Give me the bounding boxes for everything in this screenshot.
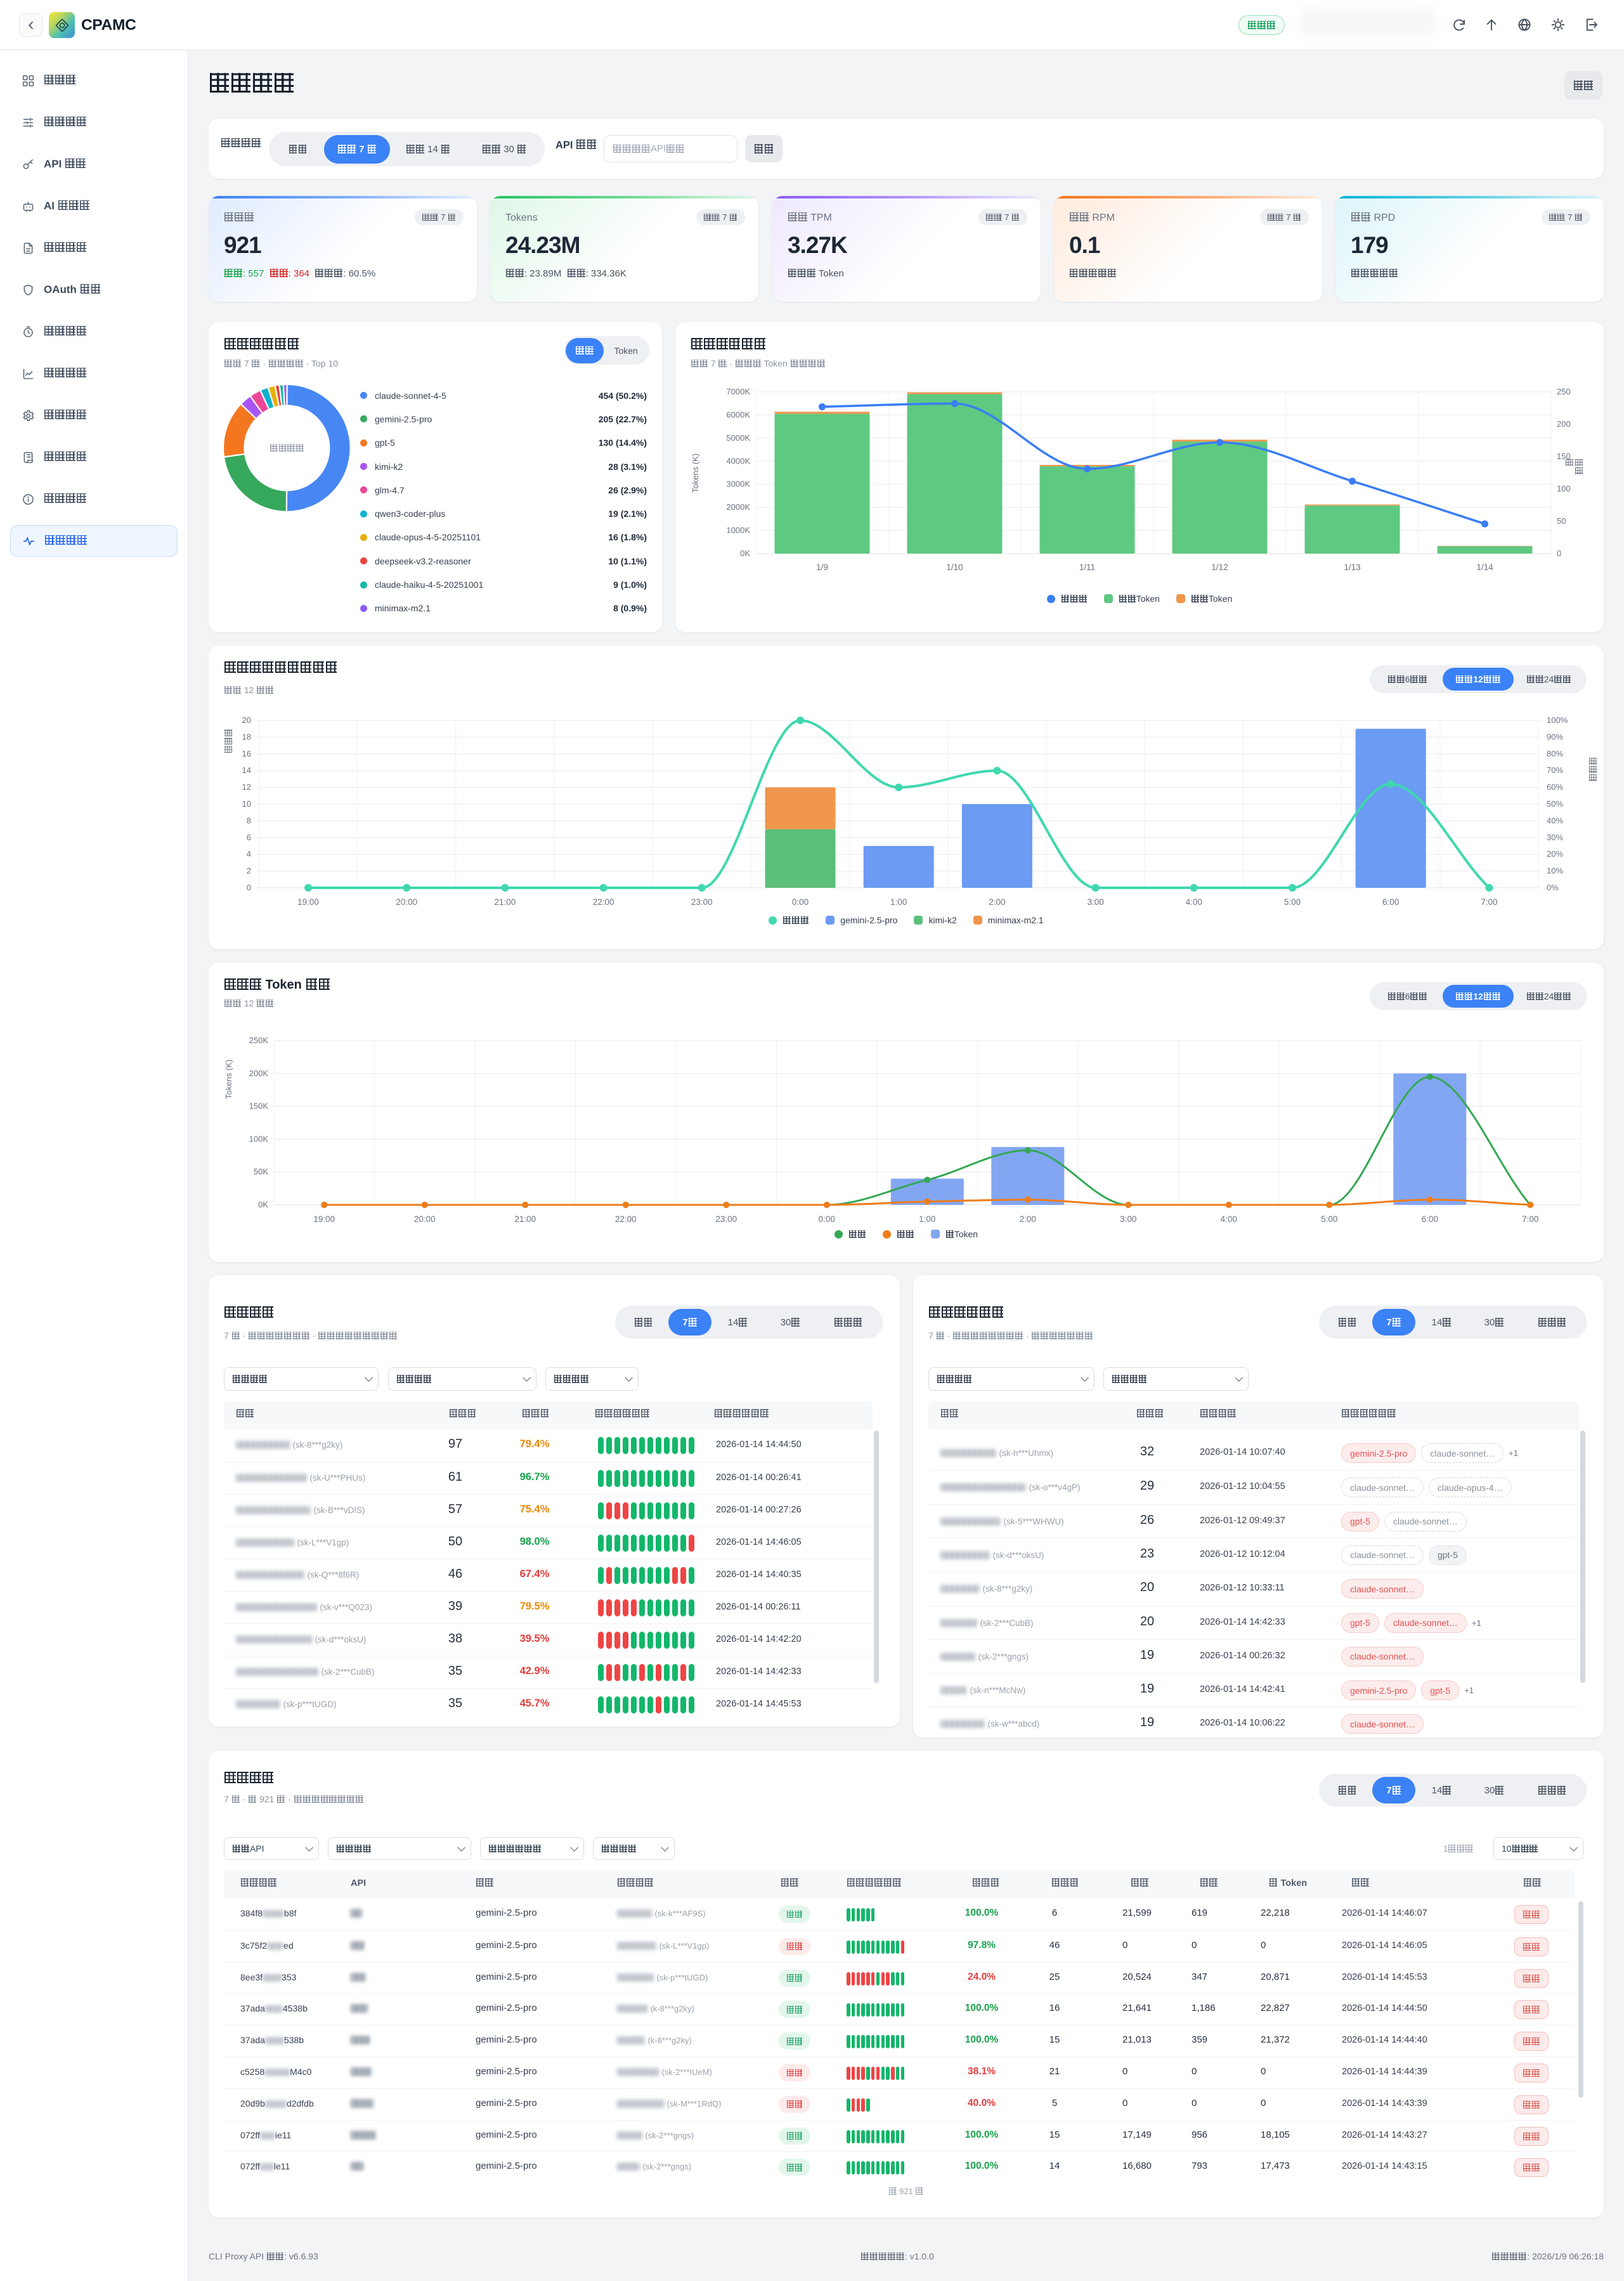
svg-text:1000K: 1000K xyxy=(726,526,750,535)
svg-text:3:00: 3:00 xyxy=(1120,1214,1136,1224)
svg-text:23:00: 23:00 xyxy=(691,897,713,907)
svg-text:40%: 40% xyxy=(1547,816,1563,825)
svg-text:23:00: 23:00 xyxy=(715,1214,737,1224)
svg-text:14: 14 xyxy=(242,765,251,775)
svg-text:1/11: 1/11 xyxy=(1079,562,1095,572)
svg-text:5000K: 5000K xyxy=(726,433,750,443)
svg-text:200K: 200K xyxy=(249,1069,269,1078)
svg-text:5:00: 5:00 xyxy=(1321,1214,1337,1224)
svg-text:0K: 0K xyxy=(740,549,750,558)
svg-text:4: 4 xyxy=(247,849,251,859)
svg-text:250K: 250K xyxy=(249,1036,269,1045)
svg-text:10%: 10% xyxy=(1547,866,1563,876)
svg-text:3:00: 3:00 xyxy=(1087,897,1103,907)
svg-text:4:00: 4:00 xyxy=(1221,1214,1237,1224)
svg-text:80%: 80% xyxy=(1547,749,1563,758)
svg-text:2: 2 xyxy=(247,866,251,876)
svg-text:6000K: 6000K xyxy=(726,410,750,419)
svg-text:6:00: 6:00 xyxy=(1382,897,1399,907)
svg-text:1/12: 1/12 xyxy=(1211,562,1228,572)
svg-text:30%: 30% xyxy=(1547,833,1563,842)
svg-text:1/10: 1/10 xyxy=(946,562,963,572)
svg-text:0: 0 xyxy=(247,883,251,892)
svg-text:1/13: 1/13 xyxy=(1344,562,1360,572)
svg-text:2:00: 2:00 xyxy=(1020,1214,1036,1224)
svg-text:20:00: 20:00 xyxy=(414,1214,436,1224)
svg-text:150K: 150K xyxy=(249,1102,269,1111)
svg-text:150: 150 xyxy=(1557,452,1571,461)
svg-text:Tokens (K): Tokens (K) xyxy=(691,453,700,493)
svg-text:1:00: 1:00 xyxy=(890,897,907,907)
svg-text:50: 50 xyxy=(1557,516,1566,526)
svg-text:5:00: 5:00 xyxy=(1284,897,1301,907)
svg-text:20: 20 xyxy=(242,715,251,725)
svg-text:6:00: 6:00 xyxy=(1422,1214,1438,1224)
svg-text:12: 12 xyxy=(242,783,251,792)
svg-text:70%: 70% xyxy=(1547,765,1563,775)
svg-text:19:00: 19:00 xyxy=(297,897,319,907)
svg-text:90%: 90% xyxy=(1547,732,1563,741)
svg-text:0:00: 0:00 xyxy=(792,897,809,907)
svg-text:20%: 20% xyxy=(1547,849,1563,859)
svg-text:250: 250 xyxy=(1557,387,1571,396)
svg-text:1/9: 1/9 xyxy=(816,562,828,572)
svg-text:7:00: 7:00 xyxy=(1481,897,1497,907)
svg-text:100K: 100K xyxy=(249,1134,269,1143)
svg-text:0%: 0% xyxy=(1547,883,1559,892)
svg-text:7:00: 7:00 xyxy=(1522,1214,1538,1224)
svg-text:18: 18 xyxy=(242,732,251,741)
svg-text:3000K: 3000K xyxy=(726,479,750,489)
svg-text:6: 6 xyxy=(247,833,251,842)
svg-text:0: 0 xyxy=(1557,549,1561,558)
svg-text:50K: 50K xyxy=(254,1167,268,1176)
svg-text:10: 10 xyxy=(242,799,251,809)
svg-text:7000K: 7000K xyxy=(726,387,750,396)
svg-text:20:00: 20:00 xyxy=(396,897,417,907)
svg-text:200: 200 xyxy=(1557,419,1571,429)
svg-text:21:00: 21:00 xyxy=(514,1214,536,1224)
svg-text:1/14: 1/14 xyxy=(1476,562,1493,572)
svg-text:100: 100 xyxy=(1557,484,1571,493)
svg-text:16: 16 xyxy=(242,749,251,758)
svg-text:2000K: 2000K xyxy=(726,502,750,512)
svg-text:8: 8 xyxy=(247,816,251,825)
svg-text:0:00: 0:00 xyxy=(819,1214,835,1224)
svg-text:4:00: 4:00 xyxy=(1186,897,1202,907)
svg-text:100%: 100% xyxy=(1547,715,1568,725)
svg-text:50%: 50% xyxy=(1547,799,1563,809)
svg-text:60%: 60% xyxy=(1547,783,1563,792)
svg-text:22:00: 22:00 xyxy=(615,1214,637,1224)
svg-text:0K: 0K xyxy=(258,1200,268,1209)
svg-text:19:00: 19:00 xyxy=(313,1214,335,1224)
svg-text:22:00: 22:00 xyxy=(593,897,614,907)
svg-text:21:00: 21:00 xyxy=(495,897,516,907)
svg-text:2:00: 2:00 xyxy=(989,897,1005,907)
svg-text:4000K: 4000K xyxy=(726,456,750,465)
svg-text:1:00: 1:00 xyxy=(919,1214,935,1224)
